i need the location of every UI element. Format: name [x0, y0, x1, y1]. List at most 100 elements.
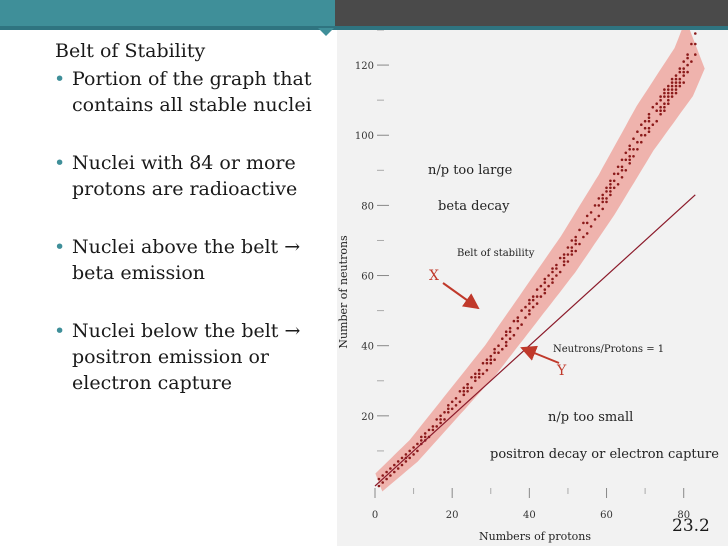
chart-svg: 20 40 60 80 100 120 0 20 40 60 80 Number of neutro…: [337, 19, 728, 546]
stable-nucleus-point: [381, 474, 384, 477]
stable-nucleus-point: [377, 484, 381, 488]
stable-nucleus-point: [678, 67, 682, 70]
stable-nucleus-point: [566, 260, 570, 263]
stable-nucleus-point: [678, 81, 682, 84]
stable-nucleus-point: [628, 148, 631, 151]
stable-nucleus-point: [443, 418, 446, 421]
stable-nucleus-point: [682, 74, 685, 77]
bullet-dot-icon: •: [54, 236, 66, 258]
x-tick-label: 0: [372, 510, 378, 521]
stable-nucleus-point: [381, 481, 384, 484]
stable-nucleus-point: [670, 77, 674, 81]
stable-nucleus-point: [450, 407, 454, 411]
y-tick-label: 100: [355, 131, 374, 142]
stable-nucleus-point: [694, 53, 697, 56]
stable-nucleus-point: [682, 60, 685, 63]
stable-nucleus-point: [524, 305, 527, 309]
stable-nucleus-point: [628, 144, 631, 148]
belt-layer: [375, 19, 705, 492]
stable-nucleus-point: [686, 70, 689, 74]
stable-nucleus-point: [466, 386, 469, 390]
stable-nucleus-point: [601, 207, 604, 211]
stable-nucleus-point: [489, 358, 493, 362]
lower-region-subtitle: positron decay or electron capture: [490, 447, 719, 462]
stable-nucleus-point: [543, 277, 547, 281]
stable-nucleus-point: [462, 386, 466, 390]
stable-nucleus-point: [674, 81, 678, 84]
stable-nucleus-point: [528, 309, 531, 312]
stable-nucleus-point: [670, 91, 674, 95]
stable-nucleus-point: [678, 77, 682, 81]
stable-nucleus-point: [605, 186, 608, 190]
stable-nucleus-point: [543, 288, 547, 291]
y-axis-label: Number of neutrons: [337, 235, 350, 349]
stable-nucleus-point: [609, 179, 612, 183]
stable-nucleus-point: [667, 102, 670, 105]
stable-nucleus-point: [605, 200, 608, 204]
stable-nucleus-point: [447, 411, 450, 414]
stable-nucleus-point: [620, 165, 624, 169]
stable-nucleus-point: [597, 214, 601, 218]
stable-nucleus-point: [628, 162, 631, 165]
bullet-item: • Nuclei with 84 or more protons are rad…: [52, 150, 352, 202]
bullet-dot-icon: •: [54, 152, 66, 174]
stable-nucleus-point: [474, 372, 477, 376]
stable-nucleus-point: [655, 119, 658, 123]
stable-nucleus-point: [454, 397, 458, 400]
stable-nucleus-point: [659, 98, 662, 102]
stable-nucleus-point: [593, 218, 597, 221]
stable-nucleus-point: [624, 151, 628, 155]
stable-nucleus-point: [624, 158, 628, 162]
stable-nucleus-point: [678, 70, 682, 74]
stable-nucleus-point: [385, 477, 388, 481]
stable-nucleus-point: [555, 267, 558, 270]
stable-nucleus-point: [520, 323, 523, 326]
stable-nucleus-point: [400, 463, 404, 467]
stable-nucleus-point: [555, 274, 558, 277]
stable-nucleus-point: [585, 221, 589, 225]
stable-nucleus-point: [454, 404, 458, 407]
stable-nucleus-point: [574, 235, 577, 239]
x-tick-label: 40: [523, 510, 536, 521]
stable-nucleus-point: [558, 256, 562, 260]
stable-nucleus-point: [616, 172, 620, 176]
stable-nucleus-point: [489, 354, 493, 358]
stable-nucleus-point: [466, 383, 469, 386]
bullet-line: contains all stable nuclei: [72, 94, 312, 116]
stable-nucleus-point: [396, 460, 400, 463]
stable-nucleus-point: [555, 263, 558, 267]
marker-x-arrow: [442, 282, 480, 310]
bullet-list: • Portion of the graph that contains all…: [52, 66, 352, 396]
stable-nucleus-point: [489, 361, 493, 365]
stable-nucleus-point: [601, 200, 604, 204]
stable-nucleus-point: [601, 197, 604, 200]
stable-nucleus-point: [640, 133, 643, 137]
stable-nucleus-point: [416, 449, 419, 453]
marker-x-label: X: [429, 268, 439, 284]
title-bar-teal: [0, 0, 335, 28]
stable-nucleus-point: [535, 302, 539, 305]
stable-nucleus-point: [427, 428, 431, 432]
stable-nucleus-point: [447, 407, 450, 411]
stable-nucleus-point: [570, 249, 574, 253]
stable-nucleus-point: [535, 295, 539, 298]
stable-nucleus-point: [531, 305, 535, 309]
stable-nucleus-point: [570, 253, 574, 256]
stable-nucleus-point: [481, 361, 485, 365]
stable-nucleus-point: [462, 393, 466, 397]
stable-nucleus-point: [547, 284, 550, 288]
stable-nucleus-point: [516, 316, 520, 319]
stable-nucleus-point: [462, 390, 466, 393]
stable-nucleus-point: [389, 474, 392, 477]
stable-nucleus-point: [585, 214, 589, 218]
stable-nucleus-point: [458, 390, 462, 393]
stable-nucleus-point: [678, 84, 682, 88]
y-tick-label: 80: [361, 201, 374, 212]
stable-nucleus-point: [690, 42, 693, 46]
bullet-line: protons are radioactive: [72, 178, 298, 200]
stable-nucleus-point: [508, 337, 512, 341]
stable-nucleus-point: [597, 197, 601, 200]
stable-nucleus-point: [647, 116, 651, 119]
stable-nucleus-point: [562, 260, 566, 263]
stable-nucleus-point: [643, 126, 647, 130]
